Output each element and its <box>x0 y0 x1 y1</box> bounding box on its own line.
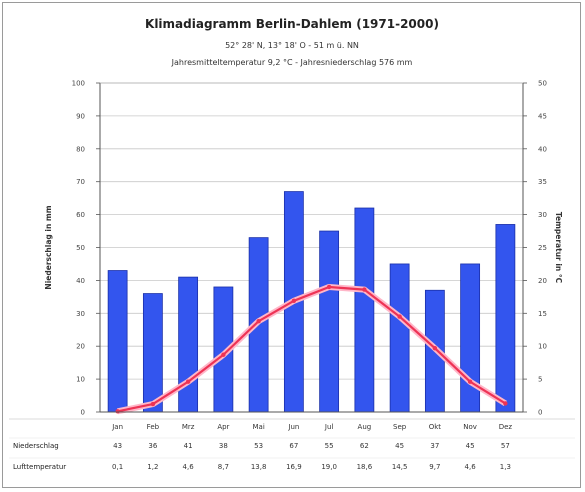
temperature-value: 1,2 <box>147 463 158 471</box>
precipitation-bar <box>460 263 481 413</box>
temperature-value: 1,3 <box>500 463 511 471</box>
left-tick-label: 40 <box>76 277 85 285</box>
precipitation-value: 67 <box>289 442 298 450</box>
right-tick-label: 30 <box>538 211 547 219</box>
right-tick-label: 5 <box>538 376 542 384</box>
climate-chart: Klimadiagramm Berlin-Dahlem (1971-2000) … <box>9 17 575 471</box>
precipitation-value: 45 <box>395 442 404 450</box>
right-tick-label: 0 <box>538 409 542 417</box>
precipitation-bar <box>354 207 375 413</box>
right-tick-label: 50 <box>538 80 547 88</box>
temperature-value: 19,0 <box>321 463 337 471</box>
temperature-point <box>362 287 367 292</box>
grid-lines <box>100 82 523 413</box>
temperature-point <box>221 352 226 357</box>
row-label-precipitation: Niederschlag <box>13 442 59 450</box>
chart-title: Klimadiagramm Berlin-Dahlem (1971-2000) <box>145 17 439 31</box>
right-tick-label: 25 <box>538 244 547 252</box>
right-tick-label: 40 <box>538 145 547 153</box>
month-label: Sep <box>393 423 407 431</box>
precipitation-value: 43 <box>113 442 122 450</box>
precipitation-value: 62 <box>360 442 369 450</box>
right-tick-label: 35 <box>538 178 547 186</box>
left-tick-label: 100 <box>72 80 85 88</box>
precipitation-value: 38 <box>219 442 228 450</box>
right-tick-label: 20 <box>538 277 547 285</box>
precipitation-bar <box>178 276 199 413</box>
temperature-point <box>115 409 120 414</box>
month-label: Aug <box>358 423 372 431</box>
temperature-value: 13,8 <box>251 463 267 471</box>
left-tick-label: 90 <box>76 112 85 120</box>
temperature-line-path <box>117 285 506 413</box>
temperature-value: 14,5 <box>392 463 408 471</box>
precipitation-value: 57 <box>501 442 510 450</box>
temperature-point <box>432 345 438 351</box>
temperature-point <box>503 401 508 406</box>
temperature-value: 0,1 <box>112 463 123 471</box>
precipitation-value: 55 <box>325 442 334 450</box>
precipitation-value: 45 <box>466 442 475 450</box>
temperature-value: 4,6 <box>465 463 477 471</box>
month-label: Jan <box>111 423 123 431</box>
left-tick-label: 30 <box>76 310 85 318</box>
right-tick-label: 45 <box>538 112 547 120</box>
chart-subtitle-coords: 52° 28' N, 13° 18' O - 51 m ü. NN <box>225 41 359 50</box>
precipitation-bar <box>142 293 163 413</box>
precipitation-bar <box>495 224 516 413</box>
temperature-point <box>397 314 402 319</box>
temperature-value: 16,9 <box>286 463 302 471</box>
month-label: Nov <box>463 423 477 431</box>
right-tick-label: 10 <box>538 343 547 351</box>
temperature-point <box>291 298 297 303</box>
precipitation-value: 53 <box>254 442 263 450</box>
temperature-value: 9,7 <box>429 463 440 471</box>
chart-frame: Klimadiagramm Berlin-Dahlem (1971-2000) … <box>2 2 581 488</box>
temperature-point <box>185 379 191 384</box>
temperature-point <box>256 318 261 324</box>
temperature-point <box>326 284 332 290</box>
data-table: Jan 43 0,1 Feb 36 1,2 Mrz 41 4,6 Apr 38 8,7 Mai 53 13,… <box>9 418 575 471</box>
month-label: Okt <box>429 423 442 431</box>
temperature-value: 18,6 <box>357 463 373 471</box>
month-label: Feb <box>147 423 160 431</box>
temperature-point <box>467 379 473 384</box>
left-tick-label: 80 <box>76 145 85 153</box>
temperature-value: 8,7 <box>218 463 229 471</box>
tick-labels: 0 10 20 30 40 50 60 70 80 90 100 0 5 10 15 20 25 30 35 40 45… <box>72 80 547 417</box>
month-label: Jun <box>287 423 299 431</box>
precipitation-value: 37 <box>430 442 439 450</box>
chart-subtitle-summary: Jahresmitteltemperatur 9,2 °C - Jahresni… <box>171 58 413 67</box>
month-label: Mrz <box>182 423 195 431</box>
precipitation-value: 36 <box>148 442 157 450</box>
left-tick-label: 0 <box>81 409 85 417</box>
precipitation-value: 41 <box>184 442 193 450</box>
right-axis-label: Temperatur in °C <box>554 212 563 284</box>
left-tick-label: 70 <box>76 178 85 186</box>
precipitation-bar <box>107 270 128 413</box>
precipitation-bar <box>389 263 410 413</box>
row-label-temperature: Lufttemperatur <box>13 463 66 471</box>
left-axis-label: Niederschlag in mm <box>44 205 53 289</box>
month-label: Mai <box>252 423 264 431</box>
month-label: Apr <box>217 423 229 431</box>
precipitation-bar <box>319 230 340 413</box>
left-tick-label: 10 <box>76 376 85 384</box>
left-tick-label: 20 <box>76 343 85 351</box>
left-tick-label: 60 <box>76 211 85 219</box>
month-label: Jul <box>324 423 334 431</box>
axes <box>96 82 527 413</box>
temperature-value: 4,6 <box>183 463 195 471</box>
left-tick-label: 50 <box>76 244 85 252</box>
temperature-point <box>150 401 156 407</box>
month-label: Dez <box>499 423 513 431</box>
right-tick-label: 15 <box>538 310 547 318</box>
temperature-line <box>115 283 508 415</box>
